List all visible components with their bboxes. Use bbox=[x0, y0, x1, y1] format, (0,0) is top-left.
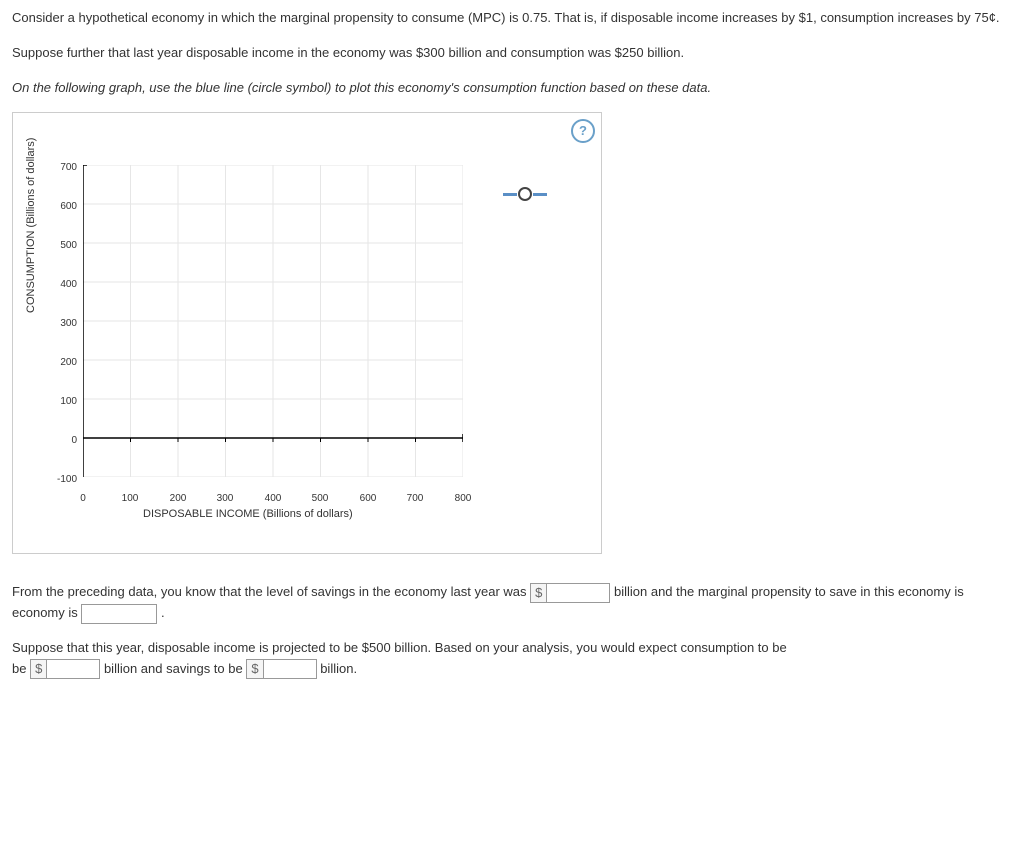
plot-area[interactable] bbox=[83, 165, 463, 477]
graph-panel: ? bbox=[12, 112, 602, 554]
xtick-700: 700 bbox=[403, 491, 427, 507]
dollar-sign-icon: $ bbox=[30, 659, 46, 679]
ytick-500: 500 bbox=[53, 238, 77, 254]
savings-pre-text: From the preceding data, you know that t… bbox=[12, 584, 527, 599]
circle-marker-icon bbox=[518, 187, 532, 201]
line-segment-icon bbox=[533, 193, 547, 196]
dollar-sign-icon: $ bbox=[530, 583, 546, 603]
y-axis-label-text: CONSUMPTION (Billions of dollars) bbox=[25, 138, 37, 313]
xtick-0: 0 bbox=[71, 491, 95, 507]
xtick-800: 800 bbox=[451, 491, 475, 507]
savings-input-wrap: $ bbox=[530, 583, 610, 603]
ytick-400: 400 bbox=[53, 277, 77, 293]
mps-label-economy-is: economy is bbox=[12, 605, 78, 620]
ytick-200: 200 bbox=[53, 355, 77, 371]
expected-savings-input[interactable] bbox=[263, 659, 317, 679]
mps-input[interactable] bbox=[81, 604, 157, 624]
xtick-300: 300 bbox=[213, 491, 237, 507]
period: . bbox=[161, 605, 165, 620]
line-segment-icon bbox=[503, 193, 517, 196]
projection-mid-text: billion and savings to be bbox=[104, 661, 243, 676]
intro-paragraph-1: Consider a hypothetical economy in which… bbox=[12, 8, 1012, 29]
xtick-500: 500 bbox=[308, 491, 332, 507]
x-axis-label: DISPOSABLE INCOME (Billions of dollars) bbox=[143, 506, 353, 524]
projection-text: Suppose that this year, disposable incom… bbox=[12, 640, 787, 655]
ytick-300: 300 bbox=[53, 316, 77, 332]
ytick-600: 600 bbox=[53, 199, 77, 215]
savings-last-year-input[interactable] bbox=[546, 583, 610, 603]
savings-proj-input-wrap: $ bbox=[246, 659, 316, 679]
ytick-0: 0 bbox=[53, 433, 77, 449]
xtick-600: 600 bbox=[356, 491, 380, 507]
ytick-100: 100 bbox=[53, 394, 77, 410]
ytick-neg100: -100 bbox=[49, 472, 77, 488]
graph-instruction: On the following graph, use the blue lin… bbox=[12, 78, 1012, 99]
help-icon[interactable]: ? bbox=[571, 119, 595, 143]
projection-end-text: billion. bbox=[320, 661, 357, 676]
xtick-100: 100 bbox=[118, 491, 142, 507]
ytick-700: 700 bbox=[53, 160, 77, 176]
dollar-sign-icon: $ bbox=[246, 659, 262, 679]
consumption-input-wrap: $ bbox=[30, 659, 100, 679]
savings-post-text-1: billion and the marginal propensity to s… bbox=[614, 584, 964, 599]
be-text: be bbox=[12, 661, 26, 676]
xtick-200: 200 bbox=[166, 491, 190, 507]
y-axis-label: CONSUMPTION (Billions of dollars) bbox=[23, 138, 41, 313]
xtick-400: 400 bbox=[261, 491, 285, 507]
intro-paragraph-2: Suppose further that last year disposabl… bbox=[12, 43, 1012, 64]
projection-question: Suppose that this year, disposable incom… bbox=[12, 638, 1012, 680]
savings-question: From the preceding data, you know that t… bbox=[12, 582, 1012, 624]
consumption-line-tool[interactable] bbox=[503, 187, 547, 201]
chart-svg bbox=[83, 165, 463, 477]
expected-consumption-input[interactable] bbox=[46, 659, 100, 679]
